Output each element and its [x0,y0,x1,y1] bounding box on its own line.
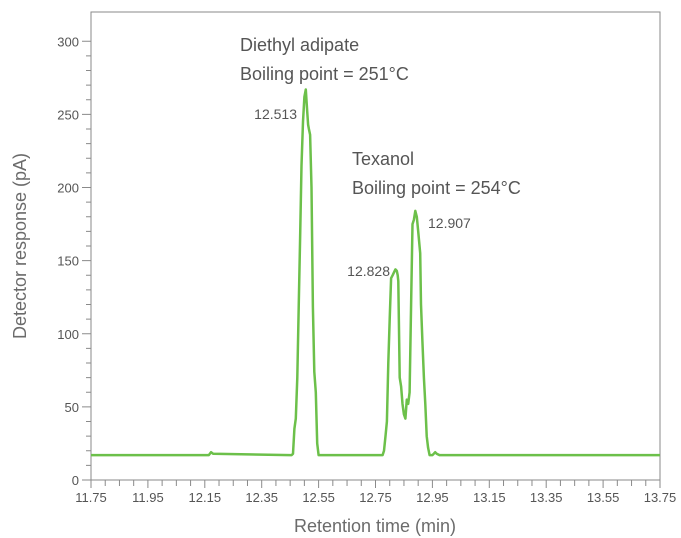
y-tick-label: 100 [57,327,79,342]
x-tick-label: 13.35 [530,490,563,505]
x-axis-tick-labels: 11.75 11.95 12.15 12.35 12.55 12.75 12.95 13.15… [75,490,676,505]
y-tick-label: 0 [72,473,79,488]
x-tick-label: 13.55 [587,490,620,505]
y-tick-label: 150 [57,254,79,269]
x-tick-label: 12.75 [359,490,392,505]
x-axis-title: Retention time (min) [294,516,456,536]
texanol-boiling-point: Boiling point = 254°C [352,178,521,198]
y-tick-label: 300 [57,34,79,49]
x-tick-label: 12.35 [245,490,278,505]
diethyl-adipate-label: Diethyl adipate [240,35,359,55]
x-tick-label: 13.75 [644,490,677,505]
y-tick-label: 50 [65,400,79,415]
x-tick-label: 11.75 [75,490,107,505]
y-axis-tick-labels: 0 50 100 150 200 250 300 [57,34,79,488]
peak-label-12828: 12.828 [347,263,390,279]
x-axis-ticks [90,480,661,488]
x-tick-label: 11.95 [132,490,164,505]
peak-label-12907: 12.907 [428,215,471,231]
y-axis-title: Detector response (pA) [10,153,30,339]
x-tick-label: 12.95 [416,490,449,505]
x-tick-label: 12.55 [302,490,335,505]
diethyl-adipate-boiling-point: Boiling point = 251°C [240,64,409,84]
texanol-label: Texanol [352,149,414,169]
y-tick-label: 250 [57,107,79,122]
y-tick-label: 200 [57,181,79,196]
x-tick-label: 12.15 [189,490,222,505]
x-tick-label: 13.15 [473,490,506,505]
peak-label-12513: 12.513 [254,106,297,122]
chromatogram-line [91,88,660,457]
y-axis-ticks [82,40,91,481]
